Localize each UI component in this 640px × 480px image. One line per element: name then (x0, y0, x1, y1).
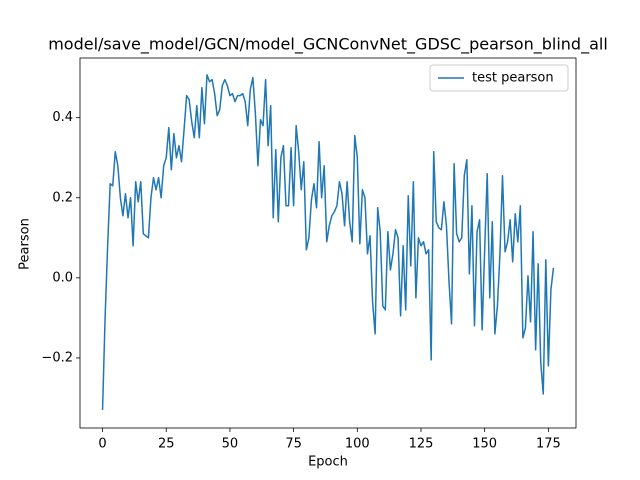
x-tick-label: 175 (536, 437, 561, 452)
legend-label: test pearson (472, 71, 554, 86)
x-tick-label: 50 (222, 437, 239, 452)
plot-frame (79, 57, 577, 429)
x-axis-label: Epoch (308, 455, 348, 470)
y-tick-label: −0.2 (41, 350, 73, 365)
x-tick-label: 25 (158, 437, 175, 452)
data-line (101, 74, 555, 411)
x-tick-label: 100 (345, 437, 370, 452)
chart-title: model/save_model/GCN/model_GCNConvNet_GD… (48, 35, 608, 55)
y-tick-label: 0.2 (52, 190, 73, 205)
x-tick-label: 125 (409, 437, 434, 452)
x-tick-label: 0 (98, 437, 106, 452)
legend-box (429, 64, 569, 92)
x-tick-label: 75 (285, 437, 302, 452)
y-tick-label: 0.0 (52, 270, 73, 285)
x-tick-label: 150 (472, 437, 497, 452)
y-tick-label: 0.4 (52, 110, 73, 125)
y-axis-label: Pearson (18, 218, 33, 270)
